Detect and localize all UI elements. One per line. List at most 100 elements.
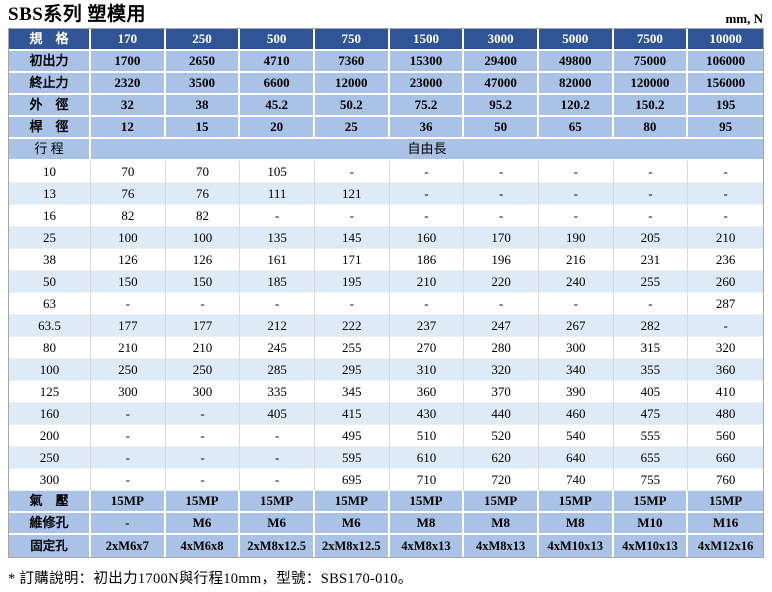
data-cell: - <box>314 205 390 227</box>
footer-cell: 4xM10x13 <box>538 535 614 557</box>
data-cell: 70 <box>165 161 241 183</box>
data-cell: 595 <box>314 447 390 469</box>
data-cell: - <box>314 293 390 315</box>
spec-cell: 75.2 <box>389 95 465 117</box>
data-cell: - <box>613 293 689 315</box>
table-row: 外 徑 32 38 45.2 50.2 75.2 95.2 120.2 150.2 195 <box>9 95 763 117</box>
data-cell: - <box>688 205 763 227</box>
data-cell: 220 <box>464 271 539 293</box>
stroke-row-label: 50 <box>9 271 91 293</box>
stroke-header-label: 行 程 <box>9 139 91 161</box>
spec-cell: 45.2 <box>240 95 315 117</box>
data-cell: 287 <box>688 293 763 315</box>
stroke-row-label: 160 <box>9 403 91 425</box>
spec-table: 規 格 170 250 500 750 1500 3000 5000 7500 10000 初出力 1… <box>9 29 763 557</box>
data-cell: 190 <box>538 227 614 249</box>
spec-header-label: 規 格 <box>9 29 91 51</box>
table-row: 13 76 76 111 121- - - - - <box>9 183 763 205</box>
data-cell: 255 <box>314 337 390 359</box>
table-row: 維修孔 - M6 M6 M6 M8 M8 M8 M10 M16 <box>9 513 763 535</box>
data-cell: - <box>389 161 465 183</box>
data-cell: 76 <box>165 183 241 205</box>
footer-cell: 15MP <box>464 491 539 513</box>
table-row: 38 126 126 161 171 186 196 216 231 236 <box>9 249 763 271</box>
footer-cell: - <box>91 513 166 535</box>
table-row: 行 程自由長 <box>9 139 763 161</box>
table-row: 桿 徑 12 15 20 25 36 50 65 80 95 <box>9 117 763 139</box>
spec-cell: 3500 <box>165 73 241 95</box>
table-row: 16 82 82- - - - - - - <box>9 205 763 227</box>
spec-cell: 120000 <box>613 73 689 95</box>
spec-header-cell: 5000 <box>538 29 614 51</box>
data-cell: 340 <box>538 359 614 381</box>
footer-cell: 4xM6x8 <box>165 535 241 557</box>
footer-row-label: 固定孔 <box>9 535 91 557</box>
data-cell: - <box>464 293 539 315</box>
spec-cell: 12 <box>91 117 166 139</box>
table-row: 200- - -495 510 520 540 555 560 <box>9 425 763 447</box>
table-row: 50 150 150 185 195 210 220 240 255 260 <box>9 271 763 293</box>
table-row: 初出力 1700 2650 4710 7360 15300 29400 49800 75000 1… <box>9 51 763 73</box>
data-cell: - <box>240 447 315 469</box>
footer-cell: 15MP <box>688 491 763 513</box>
footer-cell: 2xM8x12.5 <box>314 535 390 557</box>
data-cell: - <box>688 315 763 337</box>
footer-cell: 15MP <box>165 491 241 513</box>
stroke-row-label: 100 <box>9 359 91 381</box>
spec-cell: 38 <box>165 95 241 117</box>
data-cell: 171 <box>314 249 390 271</box>
stroke-row-label: 200 <box>9 425 91 447</box>
spec-cell: 82000 <box>538 73 614 95</box>
data-cell: 195 <box>314 271 390 293</box>
stroke-row-label: 63.5 <box>9 315 91 337</box>
data-cell: 100 <box>165 227 241 249</box>
data-cell: 300 <box>91 381 166 403</box>
table-row: 固定孔 2xM6x7 4xM6x8 2xM8x12.5 2xM8x12.5 4xM8x13… <box>9 535 763 557</box>
data-cell: 76 <box>91 183 166 205</box>
data-cell: 150 <box>165 271 241 293</box>
data-cell: - <box>91 425 166 447</box>
data-cell: - <box>688 183 763 205</box>
table-row: 規 格 170 250 500 750 1500 3000 5000 7500 10000 <box>9 29 763 51</box>
table-row: 63.5 177 177 212 222 237 247 267 282- <box>9 315 763 337</box>
data-cell: - <box>389 293 465 315</box>
footer-cell: 4xM8x13 <box>389 535 465 557</box>
data-cell: 460 <box>538 403 614 425</box>
footer-cell: M6 <box>240 513 315 535</box>
data-cell: 70 <box>91 161 166 183</box>
data-cell: 236 <box>688 249 763 271</box>
data-cell: 695 <box>314 469 390 491</box>
spec-header-cell: 3000 <box>464 29 539 51</box>
data-cell: 245 <box>240 337 315 359</box>
spec-cell: 23000 <box>389 73 465 95</box>
data-cell: - <box>91 469 166 491</box>
spec-header-cell: 500 <box>240 29 315 51</box>
data-cell: - <box>240 425 315 447</box>
spec-row-label: 終止力 <box>9 73 91 95</box>
footer-cell: 2xM6x7 <box>91 535 166 557</box>
data-cell: - <box>91 293 166 315</box>
data-cell: 540 <box>538 425 614 447</box>
data-cell: 620 <box>464 447 539 469</box>
data-cell: 210 <box>389 271 465 293</box>
data-cell: 222 <box>314 315 390 337</box>
data-cell: 250 <box>165 359 241 381</box>
data-cell: 210 <box>91 337 166 359</box>
data-cell: 247 <box>464 315 539 337</box>
spec-cell: 95 <box>688 117 763 139</box>
data-cell: 111 <box>240 183 315 205</box>
footer-cell: M6 <box>314 513 390 535</box>
data-cell: 495 <box>314 425 390 447</box>
spec-header-cell: 750 <box>314 29 390 51</box>
data-cell: - <box>240 293 315 315</box>
data-cell: 231 <box>613 249 689 271</box>
spec-cell: 4710 <box>240 51 315 73</box>
spec-header-cell: 1500 <box>389 29 465 51</box>
spec-table-wrap: 規 格 170 250 500 750 1500 3000 5000 7500 10000 初出力 1… <box>8 28 764 558</box>
data-cell: 300 <box>165 381 241 403</box>
data-cell: 210 <box>688 227 763 249</box>
data-cell: - <box>613 161 689 183</box>
data-cell: 370 <box>464 381 539 403</box>
data-cell: 390 <box>538 381 614 403</box>
footer-cell: 4xM8x13 <box>464 535 539 557</box>
